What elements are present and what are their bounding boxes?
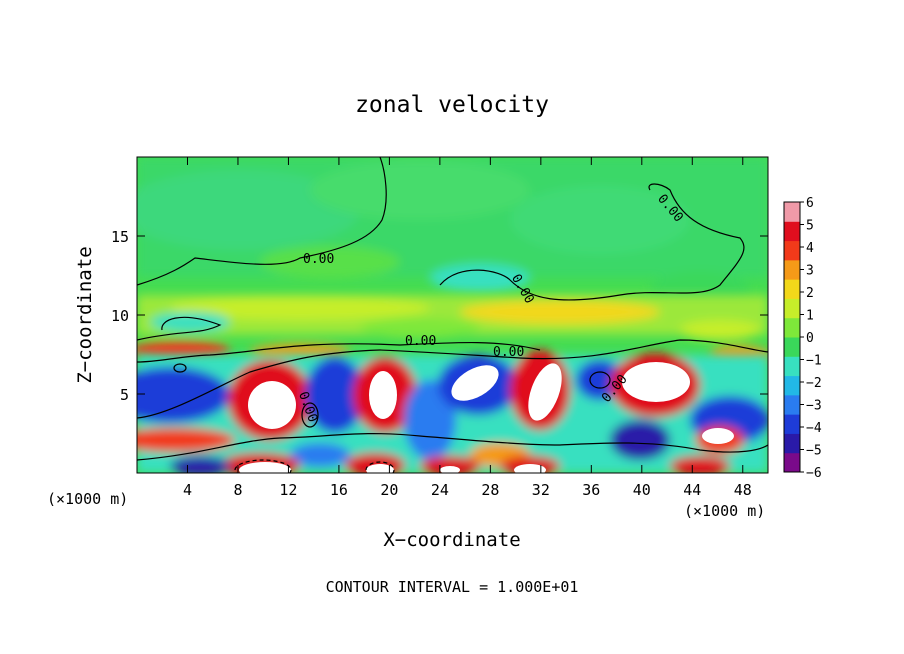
x-tick-label: 24 (431, 481, 449, 499)
x-tick-label: 32 (532, 481, 550, 499)
field-mid-layer (137, 295, 768, 364)
field-upper-layer (137, 157, 768, 308)
colorbar-swatch (784, 452, 800, 473)
x-axis: 4 8 12 16 20 24 28 32 36 40 44 48 (183, 157, 752, 499)
colorbar-swatch (784, 259, 800, 280)
y-axis: 5 10 15 (111, 228, 768, 404)
colorbar-tick-label: −6 (806, 466, 822, 481)
colorbar: 6 5 4 3 2 1 0 −1 −2 −3 −4 −5 −6 (783, 196, 822, 481)
colorbar-tick-label: 1 (806, 309, 814, 324)
colorbar-swatch (784, 356, 800, 377)
colorbar-tick-label: 5 (806, 219, 814, 234)
colorbar-tick-label: 4 (806, 241, 814, 256)
colorbar-swatch (784, 221, 800, 242)
colorbar-swatch (784, 375, 800, 396)
x-tick-label: 28 (481, 481, 499, 499)
colorbar-swatch (784, 394, 800, 415)
colorbar-swatch (784, 414, 800, 434)
colorbar-swatch (784, 240, 800, 261)
x-tick-label: 12 (279, 481, 297, 499)
x-tick-label: 4 (183, 481, 192, 499)
x-tick-label: 16 (330, 481, 348, 499)
x-tick-label: 20 (380, 481, 398, 499)
x-tick-label: 8 (233, 481, 242, 499)
x-axis-label: X−coordinate (383, 529, 520, 551)
x-tick-label: 36 (582, 481, 600, 499)
colorbar-tick-label: −4 (806, 421, 822, 436)
field-extremes (239, 362, 734, 473)
contour-label: 0.00 (405, 334, 436, 349)
colorbar-tick-label: −1 (806, 354, 822, 369)
contour-label: 0.00 (493, 345, 524, 360)
contour-interval-note: CONTOUR INTERVAL = 1.000E+01 (326, 578, 579, 596)
contour-lines (137, 157, 768, 473)
colorbar-swatch (784, 298, 800, 319)
field-lower-layer (137, 350, 768, 473)
y-tick-label: 5 (120, 386, 129, 404)
y-tick-label: 10 (111, 307, 129, 325)
x-tick-label: 44 (683, 481, 701, 499)
colorbar-tick-label: 0 (806, 331, 814, 346)
plot-area: 0.00 0.00 0.00 0.00 0.00 0.00 0.00 (137, 157, 768, 473)
y-axis-units: (×1000 m) (684, 502, 765, 520)
colorbar-tick-label: −5 (806, 444, 822, 459)
colorbar-swatch (784, 337, 800, 357)
x-axis-units: (×1000 m) (47, 490, 128, 508)
colorbar-tick-label: 3 (806, 264, 814, 279)
x-tick-label: 48 (734, 481, 752, 499)
colorbar-swatch (784, 433, 800, 454)
colorbar-swatch (784, 202, 800, 222)
colorbar-tick-label: −2 (806, 376, 822, 391)
colorbar-tick-label: 6 (806, 196, 814, 211)
chart-title: zonal velocity (355, 92, 549, 118)
y-tick-label: 15 (111, 228, 129, 246)
colorbar-tick-label: −3 (806, 399, 822, 414)
y-axis-label: Z−coordinate (74, 246, 96, 383)
x-tick-label: 40 (633, 481, 651, 499)
colorbar-tick-label: 2 (806, 286, 814, 301)
colorbar-swatch (784, 279, 800, 299)
colorbar-swatch (784, 317, 800, 338)
contour-label: 0.00 (303, 252, 334, 267)
